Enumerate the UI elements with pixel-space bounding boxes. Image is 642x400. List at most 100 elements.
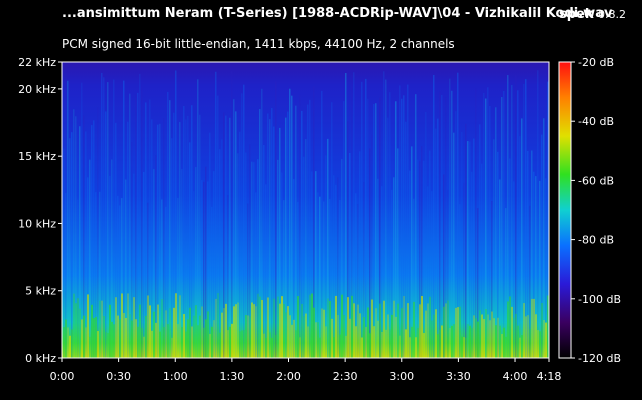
spectrogram-low-energy [419,304,421,358]
spectrogram-streak [455,111,457,358]
spectrogram-streak [405,121,407,358]
spectrogram-low-energy [327,298,329,358]
spectrogram-streak [381,186,383,358]
color-scale-axis: -20 dB -40 dB -60 dB -80 dB -100 dB -120 dB [571,56,621,365]
spectrogram-streak [115,122,117,359]
spectrogram-streak [489,105,491,358]
spectrogram-low-energy [409,337,411,358]
x-tick-label: 4:18 [537,370,562,383]
spectrogram-low-energy [345,335,347,358]
spectrogram-streak [321,90,323,359]
spectrogram-low-energy [509,296,511,358]
spectrogram-streak [275,81,277,359]
spectrogram-low-energy [375,308,377,358]
spectrogram-low-energy [147,295,149,358]
spectrogram-streak [459,204,461,358]
spectrogram-streak [461,131,463,358]
spectrogram-streak [511,85,513,358]
spectrogram-low-energy [373,326,375,358]
spectrogram-streak [113,79,115,358]
spectrogram-low-energy [369,333,371,358]
spectrogram-streak [371,134,373,358]
spectrogram-low-energy [485,309,487,358]
spectrogram-streak [509,158,511,358]
spectrogram-low-energy [245,315,247,358]
spectrogram-streak [131,142,133,358]
spectrogram-low-energy [237,302,239,358]
file-title: ...ansimittum Neram (T-Series) [1988-ACD… [62,6,613,21]
spectrogram-low-energy [199,315,201,358]
spectrogram-streak [537,70,539,359]
spectrogram-streak [327,138,329,358]
spectrogram-low-energy [287,306,289,358]
spectrogram-streak [197,79,199,358]
x-tick-label: 2:00 [276,370,301,383]
spectrogram-streak [77,199,79,358]
spectrogram-low-energy [231,323,233,358]
spectrogram-streak [259,109,261,358]
spectrogram-low-energy [527,315,529,358]
spectrogram-low-energy [511,306,513,358]
spectrogram-low-energy [357,304,359,358]
spectrogram-low-energy [195,305,197,358]
spectrogram-streak [539,180,541,358]
spectrogram-streak [299,94,301,359]
spectrogram-streak [319,196,321,358]
spectrogram-low-energy [81,319,83,358]
stream-info: PCM signed 16-bit little-endian, 1411 kb… [62,37,455,51]
spectrogram-streak [201,180,203,358]
spectrogram-streak [407,84,409,358]
spectrogram-streak [365,78,367,358]
spectrogram-streak [315,171,317,358]
spectrogram-streak [301,110,303,358]
spectrogram-low-energy [123,313,125,358]
spectrogram-streak [493,139,495,358]
spectrogram-low-energy [355,326,357,358]
spectrogram-low-energy [479,310,481,358]
spectrogram-low-energy [503,327,505,358]
spectrogram-low-energy [63,327,65,358]
spectrogram-streak [153,169,155,358]
spectrogram-streak [345,72,347,359]
spectrogram-streak [181,169,183,358]
spectrogram-streak [377,178,379,358]
spectrogram-streak [241,93,243,358]
spectrogram-streak [137,92,139,358]
spectrogram-low-energy [307,326,309,358]
spectrogram-streak [475,88,477,358]
spectrogram-low-energy [315,322,317,358]
spectrogram-low-energy [99,300,101,358]
spectrogram-streak [429,150,431,358]
spectrogram-low-energy [413,301,415,358]
spectrogram-streak [107,82,109,359]
spectrogram-low-energy [441,325,443,358]
color-tick-label: -80 dB [578,234,614,247]
spectrogram-low-energy [349,318,351,358]
spectrogram-low-energy [233,306,235,358]
spectrogram-streak [297,202,299,358]
spectrogram-streak [399,85,401,358]
spectrogram-streak [249,144,251,358]
spectrogram-low-energy [83,315,85,358]
spectrogram-streak [465,123,467,358]
spectrogram-low-energy [359,313,361,358]
spectrogram-streak [313,86,315,358]
spectrogram-streak [361,81,363,358]
spectrogram-low-energy [251,302,253,358]
spectrogram-streak [171,138,173,358]
spectrogram-streak [187,115,189,358]
spectrogram-low-energy [105,331,107,358]
spectrogram-low-energy [311,293,313,358]
spectrogram-low-energy [335,295,337,358]
spectrogram-low-energy [379,303,381,358]
spectrogram-low-energy [201,306,203,358]
spectrogram-streak [317,192,319,358]
spectrogram-streak [257,159,259,358]
spectrogram-low-energy [325,326,327,358]
spectrogram-low-energy [165,310,167,358]
spectrogram-low-energy [297,296,299,358]
spectrogram-low-energy [275,334,277,358]
spectrogram-low-energy [155,322,157,358]
spectrogram-streak [309,99,311,358]
x-tick-label: 0:30 [106,370,131,383]
